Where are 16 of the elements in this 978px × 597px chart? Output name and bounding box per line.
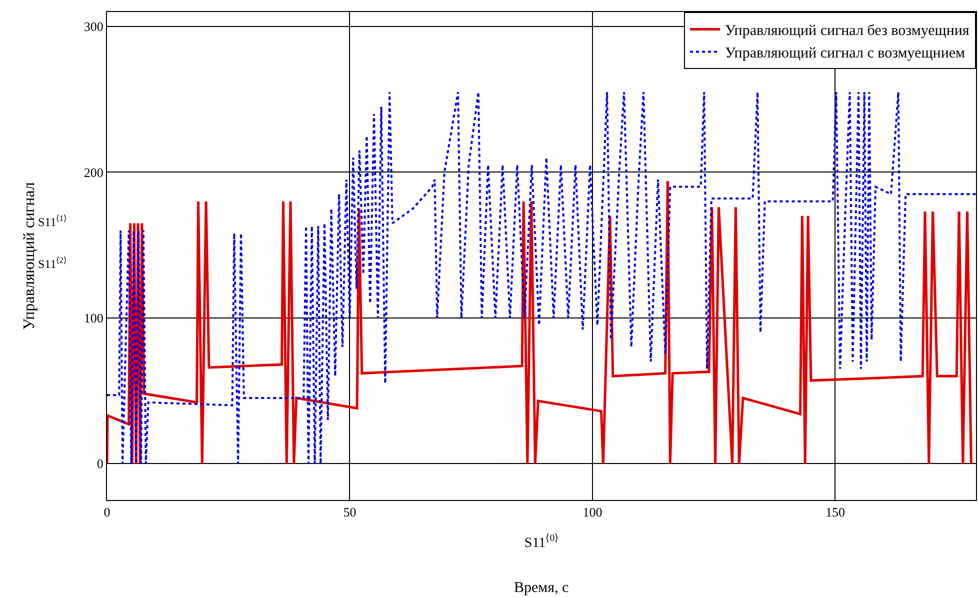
x-tick-label: 150 [825,504,845,520]
line-series [107,91,976,465]
y-tick-label: 200 [84,164,104,180]
x-tick-label: 50 [343,504,356,520]
y-tick-label: 0 [96,456,104,472]
text: S11$^{⟨2⟩}$ [38,256,66,272]
legend-label: Управляющий сигнал с возмуещнием [725,46,966,62]
line-series [107,180,972,465]
legend-label: Управляющий сигнал без возмуещния [725,23,970,40]
text: S11$^{⟨1⟩}$ [38,214,66,230]
y-tick-label: 100 [84,310,104,326]
x-axis-title: S11$^{⟨0⟩}$ [524,533,559,551]
y-tick-label: 300 [84,19,104,34]
y-axis-title: Управляющий сигнал [20,182,38,330]
x-tick-label: 100 [582,504,602,520]
text: Время, с [514,580,570,596]
